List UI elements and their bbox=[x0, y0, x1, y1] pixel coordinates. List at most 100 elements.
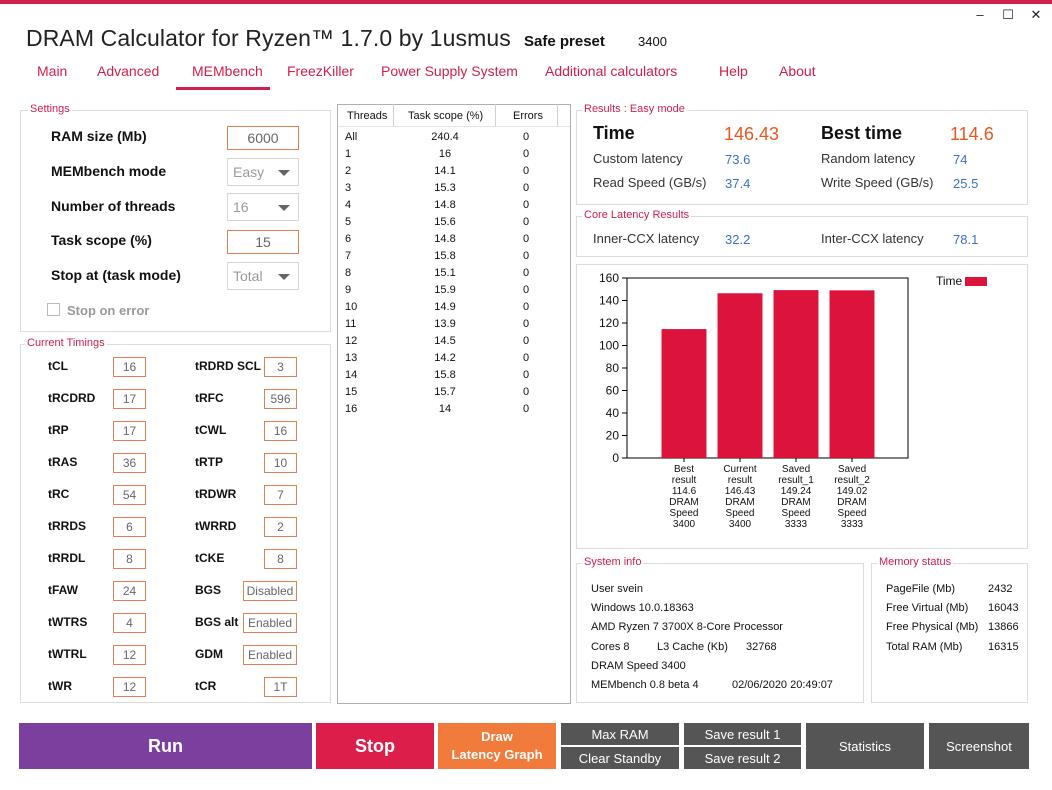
chart-bar bbox=[829, 290, 875, 458]
inner-ccx-label: Inner-CCX latency bbox=[593, 231, 700, 246]
timing-value-twtrs[interactable]: 4 bbox=[113, 613, 146, 633]
timing-value-trdwr[interactable]: 7 bbox=[264, 485, 297, 505]
x-tick-label: Speed bbox=[726, 508, 755, 519]
thread-table bbox=[337, 104, 571, 704]
timing-value-tcl[interactable]: 16 bbox=[113, 357, 146, 377]
pagefile-value: 2432 bbox=[988, 583, 1013, 595]
timing-value-gdm[interactable]: Enabled bbox=[243, 645, 297, 665]
timing-value-twr[interactable]: 12 bbox=[113, 677, 146, 697]
timing-label-twtrs: tWTRS bbox=[48, 615, 88, 629]
timing-value-twtrl[interactable]: 12 bbox=[113, 645, 146, 665]
maximize-icon[interactable]: ☐ bbox=[1002, 7, 1014, 22]
timing-value-trcdrd[interactable]: 17 bbox=[113, 389, 146, 409]
timing-value-trc[interactable]: 54 bbox=[113, 485, 146, 505]
stop-button[interactable]: Stop bbox=[316, 723, 434, 769]
chart-bar bbox=[717, 293, 763, 458]
threads-select[interactable]: 16 bbox=[227, 193, 299, 221]
col-header-errors[interactable]: Errors bbox=[513, 110, 543, 122]
cell-task-scope: 15.8 bbox=[434, 369, 456, 381]
x-tick-label: 146.43 bbox=[725, 486, 756, 497]
cell-errors: 0 bbox=[522, 352, 530, 364]
timing-label-trrds: tRRDS bbox=[48, 519, 86, 533]
y-tick-label: 140 bbox=[599, 294, 619, 308]
timing-value-trp[interactable]: 17 bbox=[113, 421, 146, 441]
timings-title: Current Timings bbox=[25, 337, 107, 349]
tab-about[interactable]: About bbox=[779, 63, 816, 79]
active-tab-indicator bbox=[176, 87, 270, 90]
tab-help[interactable]: Help bbox=[719, 63, 748, 79]
draw-button-line2: Latency Graph bbox=[451, 747, 543, 762]
cell-task-scope: 13.9 bbox=[434, 318, 456, 330]
cell-task-scope: 14.2 bbox=[434, 352, 456, 364]
stop-on-error-checkbox[interactable] bbox=[47, 303, 60, 316]
cell-errors: 0 bbox=[522, 318, 530, 330]
screenshot-label: Screenshot bbox=[946, 738, 1012, 754]
screenshot-button[interactable]: Screenshot bbox=[929, 723, 1029, 769]
timing-value-tcr[interactable]: 1T bbox=[264, 677, 297, 697]
y-tick-label: 40 bbox=[606, 406, 620, 420]
clear-standby-label: Clear Standby bbox=[578, 750, 662, 766]
timing-value-trrdl[interactable]: 8 bbox=[113, 549, 146, 569]
cell-task-scope: 15.9 bbox=[434, 284, 456, 296]
column-divider bbox=[557, 104, 558, 126]
write-speed-label: Write Speed (GB/s) bbox=[821, 175, 934, 190]
stop-at-select[interactable]: Total bbox=[227, 262, 299, 290]
timing-label-trfc: tRFC bbox=[195, 391, 224, 405]
cell-task-scope: 15.6 bbox=[434, 216, 456, 228]
system-cores: Cores 8 bbox=[591, 641, 630, 653]
col-header-threads[interactable]: Threads bbox=[347, 110, 388, 122]
timing-value-trtp[interactable]: 10 bbox=[264, 453, 297, 473]
timing-label-bgs-alt: BGS alt bbox=[195, 615, 239, 629]
x-tick-label: DRAM bbox=[725, 497, 754, 508]
timing-label-tcke: tCKE bbox=[195, 551, 225, 565]
timing-label-tras: tRAS bbox=[48, 455, 78, 469]
timing-value-trdrd-scl[interactable]: 3 bbox=[264, 357, 297, 377]
membench-mode-label: MEMbench mode bbox=[51, 163, 167, 179]
cell-threads: 1 bbox=[345, 148, 352, 160]
timing-value-bgs-alt[interactable]: Enabled bbox=[243, 613, 297, 633]
statistics-button[interactable]: Statistics bbox=[806, 723, 924, 769]
system-l3-label: L3 Cache (Kb) bbox=[657, 641, 728, 653]
timing-value-tras[interactable]: 36 bbox=[113, 453, 146, 473]
close-icon[interactable]: ✕ bbox=[1030, 7, 1042, 22]
save-result-1-button[interactable]: Save result 1 bbox=[684, 723, 801, 745]
timing-label-trrdl: tRRDL bbox=[48, 551, 86, 565]
x-tick-label: Best bbox=[674, 464, 694, 475]
task-scope-input[interactable]: 15 bbox=[227, 230, 299, 254]
preset-value: 3400 bbox=[638, 34, 667, 49]
timing-value-trfc[interactable]: 596 bbox=[264, 389, 297, 409]
draw-latency-graph-button[interactable]: Draw Latency Graph bbox=[438, 723, 556, 769]
timing-value-tcwl[interactable]: 16 bbox=[264, 421, 297, 441]
system-os: Windows 10.0.18363 bbox=[591, 602, 694, 614]
timing-label-trdwr: tRDWR bbox=[195, 487, 237, 501]
timing-value-tcke[interactable]: 8 bbox=[264, 549, 297, 569]
run-button[interactable]: Run bbox=[19, 723, 312, 769]
tab-membench[interactable]: MEMbench bbox=[192, 63, 263, 79]
cell-task-scope: 15.7 bbox=[434, 386, 456, 398]
tab-advanced[interactable]: Advanced bbox=[97, 63, 160, 79]
timing-value-tfaw[interactable]: 24 bbox=[113, 581, 146, 601]
timing-value-twrrd[interactable]: 2 bbox=[264, 517, 297, 537]
pagefile-label: PageFile (Mb) bbox=[886, 583, 956, 595]
save-result-2-button[interactable]: Save result 2 bbox=[684, 747, 801, 769]
tab-power-supply-system[interactable]: Power Supply System bbox=[381, 63, 518, 79]
x-tick-label: Saved bbox=[838, 464, 866, 475]
cell-errors: 0 bbox=[522, 284, 530, 296]
core-latency-title: Core Latency Results bbox=[582, 209, 692, 221]
timing-value-bgs[interactable]: Disabled bbox=[243, 581, 297, 601]
tab-additional-calculators[interactable]: Additional calculators bbox=[545, 63, 678, 79]
tab-freezkiller[interactable]: FreezKiller bbox=[287, 63, 354, 79]
timing-value-trrds[interactable]: 6 bbox=[113, 517, 146, 537]
chart-panel bbox=[576, 264, 1028, 549]
clear-standby-button[interactable]: Clear Standby bbox=[561, 747, 679, 769]
timing-label-trcdrd: tRCDRD bbox=[48, 391, 96, 405]
x-tick-label: DRAM bbox=[837, 497, 866, 508]
max-ram-button[interactable]: Max RAM bbox=[561, 723, 679, 745]
time-value: 146.43 bbox=[724, 124, 780, 144]
col-header-task-scope[interactable]: Task scope (%) bbox=[408, 110, 484, 122]
membench-mode-select[interactable]: Easy bbox=[227, 158, 299, 186]
minimize-icon[interactable]: – bbox=[976, 7, 984, 22]
tab-main[interactable]: Main bbox=[37, 63, 68, 79]
ram-size-input[interactable]: 6000 bbox=[227, 126, 299, 150]
random-latency-label: Random latency bbox=[821, 151, 915, 166]
